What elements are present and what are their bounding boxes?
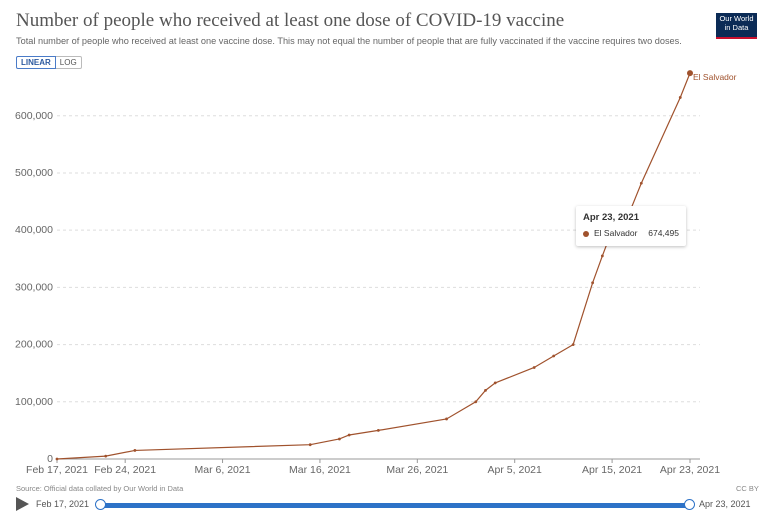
y-tick-label: 300,000 [15, 281, 53, 293]
y-tick-label: 0 [47, 453, 53, 465]
data-point [591, 281, 595, 285]
x-tick-label: Mar 6, 2021 [195, 464, 251, 476]
data-point [133, 449, 137, 452]
data-point [600, 254, 604, 258]
tooltip: Apr 23, 2021 El Salvador 674,495 [576, 206, 686, 246]
timeline-end-label: Apr 23, 2021 [699, 499, 751, 509]
play-icon[interactable] [16, 497, 29, 511]
license-link[interactable]: CC BY [736, 484, 759, 493]
x-tick-label: Apr 15, 2021 [582, 464, 642, 476]
data-point [104, 454, 108, 458]
logo-line-2: in Data [724, 22, 749, 32]
source-note[interactable]: Source: Official data collated by Our Wo… [16, 484, 184, 493]
timeline: Feb 17, 2021 Apr 23, 2021 [0, 497, 768, 511]
chart-title: Number of people who received at least o… [16, 10, 565, 31]
tooltip-value: 674,495 [648, 228, 679, 238]
data-point [347, 433, 351, 437]
data-point [308, 443, 312, 447]
x-tick-label: Apr 5, 2021 [488, 464, 542, 476]
logo-line-1: Our World [719, 14, 754, 23]
timeline-track[interactable] [100, 503, 690, 508]
tooltip-series-dot-icon [583, 231, 589, 237]
x-tick-label: Feb 17, 2021 [26, 464, 88, 476]
timeline-start-handle[interactable] [95, 499, 106, 510]
y-tick-label: 600,000 [15, 110, 53, 122]
y-tick-label: 100,000 [15, 396, 53, 408]
tooltip-series-name: El Salvador [594, 228, 638, 238]
data-point [639, 181, 643, 185]
data-point [445, 417, 448, 421]
data-point [571, 343, 575, 346]
tooltip-date: Apr 23, 2021 [583, 212, 639, 223]
chart-subtitle: Total number of people who received at l… [16, 36, 682, 46]
linear-scale-button[interactable]: LINEAR [16, 56, 56, 69]
x-tick-label: Feb 24, 2021 [94, 464, 156, 476]
data-point [484, 388, 487, 392]
y-tick-label: 400,000 [15, 224, 53, 236]
y-tick-label: 200,000 [15, 339, 53, 351]
data-point [532, 366, 536, 369]
data-point [552, 354, 556, 358]
x-tick-label: Apr 23, 2021 [660, 464, 720, 476]
y-tick-label: 500,000 [15, 167, 53, 179]
series-line [56, 72, 691, 460]
data-point [687, 70, 693, 77]
x-tick-label: Mar 16, 2021 [289, 464, 351, 476]
timeline-end-handle[interactable] [684, 499, 695, 510]
series-label: El Salvador [693, 72, 737, 82]
data-point [376, 428, 380, 432]
data-point [474, 400, 478, 404]
x-tick-label: Mar 26, 2021 [386, 464, 448, 476]
timeline-start-label: Feb 17, 2021 [36, 499, 90, 509]
data-point [338, 437, 341, 441]
data-point [55, 457, 59, 461]
data-point [678, 96, 682, 99]
scale-toggle: LINEAR LOG [16, 56, 82, 69]
owid-logo[interactable]: Our World in Data [716, 13, 757, 39]
log-scale-button[interactable]: LOG [55, 56, 82, 69]
data-point [493, 381, 497, 385]
